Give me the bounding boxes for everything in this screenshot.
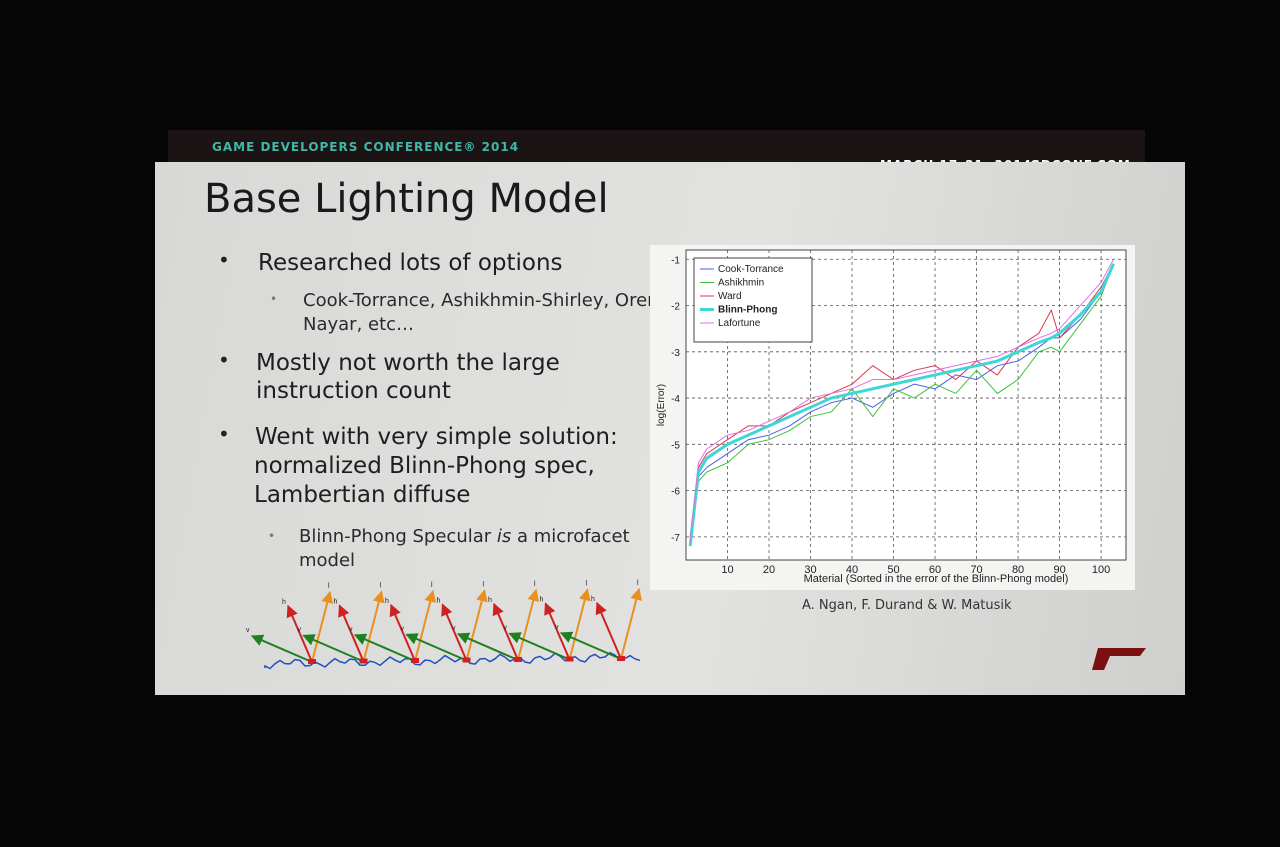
y-tick-label: -1 [671,255,680,266]
y-tick-label: -4 [671,394,680,405]
sub-bullet-text: Nayar, etc… [303,314,415,335]
bullet-dot: • [218,348,230,372]
x-tick-label: 50 [887,564,899,576]
legend-label: Cook-Torrance [718,264,784,275]
x-tick-label: 30 [804,564,816,576]
y-tick-label: -7 [671,533,680,544]
legend-box [693,257,813,343]
bullet-dot: • [218,248,230,272]
sub-bullet-text: a microfacet [517,526,630,547]
x-tick-label: 80 [1012,564,1024,576]
bullet-text: normalized Blinn-Phong spec, [254,453,595,479]
conference-name: GAME DEVELOPERS CONFERENCE® 2014 [212,140,520,154]
bullet-dot: • [218,422,230,446]
bullet-text: Went with very simple solution: [255,424,618,450]
sub-bullet-line: Blinn-Phong Specular is a microfacet [299,526,630,547]
y-tick-label: -2 [671,302,680,313]
chart-credit: A. Ngan, F. Durand & W. Matusik [802,598,1012,613]
y-tick-label: -5 [671,440,680,451]
y-tick-label: -6 [671,487,680,498]
sub-bullet-text: model [299,550,356,571]
x-tick-label: 60 [929,564,941,576]
slide-title: Base Lighting Model [204,176,609,222]
bullet-text: Researched lots of options [258,250,563,276]
bullet-text: Mostly not worth the large [256,350,560,376]
series-line [689,263,1115,542]
y-tick-label: -3 [671,348,680,359]
x-axis-label: Material (Sorted in the error of the Bli… [804,573,1069,585]
legend-label: Blinn-Phong [718,305,777,316]
logo [1092,648,1146,670]
y-axis-label: log(Error) [656,384,667,426]
legend-label: Ashikhmin [718,278,764,289]
x-tick-label: 100 [1092,564,1110,576]
sub-bullet-dot: • [268,529,276,543]
series-line [688,263,1115,547]
x-tick-label: 40 [846,564,858,576]
x-tick-label: 70 [970,564,982,576]
bullet-text: Lambertian diffuse [254,482,471,508]
legend-label: Ward [718,291,742,302]
x-tick-label: 90 [1053,564,1065,576]
series-line [689,259,1114,542]
sub-bullet-italic: is [496,526,512,547]
legend-label: Lafortune [718,318,761,329]
sub-bullet-text: Blinn-Phong Specular [299,526,492,547]
sub-bullet-text: Cook-Torrance, Ashikhmin-Shirley, Oren- [303,290,666,311]
x-tick-label: 20 [763,564,775,576]
series-line [689,263,1114,537]
bullet-text: instruction count [256,378,451,404]
x-tick-label: 10 [721,564,733,576]
sub-bullet-dot: • [270,292,278,306]
